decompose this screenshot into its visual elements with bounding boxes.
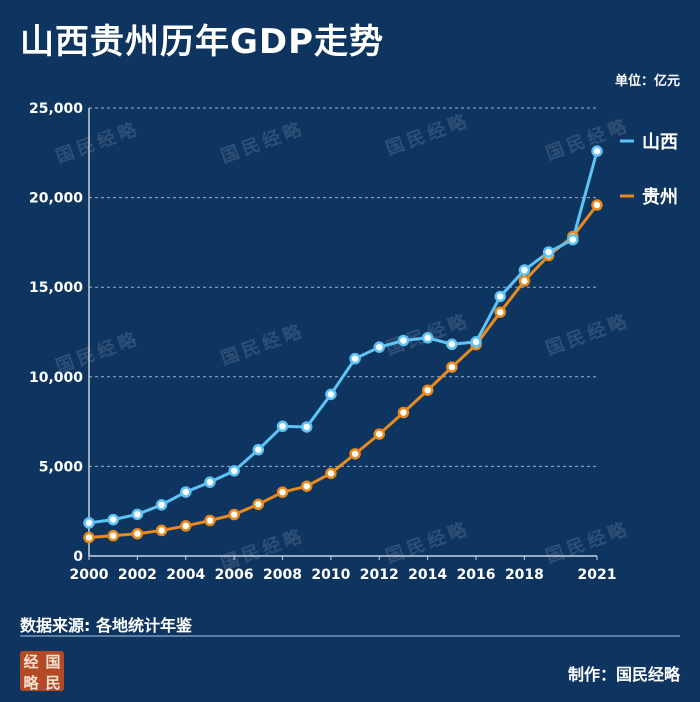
x-tick-label: 2010 (311, 567, 350, 583)
data-point (83, 517, 95, 529)
watermark: 国民经略 (218, 319, 308, 370)
footer-divider (20, 635, 680, 637)
data-point (155, 499, 168, 511)
data-point (300, 480, 313, 492)
logo-char: 国 (45, 653, 61, 671)
x-tick-label: 2014 (408, 567, 447, 583)
data-point (180, 520, 192, 532)
data-point (542, 246, 555, 258)
data-point (591, 199, 603, 211)
data-point (421, 384, 434, 396)
x-tick-label: 2000 (70, 567, 109, 583)
data-point (397, 334, 410, 347)
y-tick-label: 25,000 (29, 101, 83, 117)
logo-char: 民 (45, 674, 61, 692)
data-point (276, 486, 289, 498)
x-tick-label: 2012 (360, 567, 399, 583)
data-point (494, 306, 506, 318)
data-point (155, 524, 168, 537)
legend: 山西贵州 (620, 132, 678, 208)
x-tick-label: 2004 (166, 567, 205, 583)
data-point (180, 486, 192, 498)
data-point (446, 338, 458, 351)
data-point (494, 290, 506, 303)
data-point (228, 508, 240, 521)
data-point (252, 443, 265, 456)
data-point (131, 508, 144, 521)
axes (88, 108, 597, 557)
data-point (204, 514, 216, 527)
y-tick-labels: 0 5,000 10,000 15,000 20,000 25,000 (29, 101, 83, 565)
legend-label: 山西 (642, 132, 678, 153)
watermark: 国民经略 (543, 114, 633, 165)
data-point (252, 498, 265, 511)
y-tick-label: 15,000 (29, 280, 83, 296)
x-tick-label: 2002 (118, 567, 157, 583)
logo-char: 经 (23, 653, 39, 671)
logo-char: 略 (23, 674, 39, 692)
data-point (397, 406, 410, 419)
unit-label: 单位：亿元 (614, 74, 680, 89)
watermark: 国民经略 (53, 117, 143, 168)
data-point (131, 527, 144, 540)
data-point (518, 275, 531, 287)
data-point (107, 529, 119, 542)
data-point (567, 233, 579, 246)
data-point (228, 465, 240, 477)
x-tick-label: 2021 (578, 567, 617, 583)
legend-label: 贵州 (642, 187, 678, 208)
y-tick-label: 20,000 (29, 191, 83, 207)
watermark: 国民经略 (383, 109, 473, 160)
data-point (421, 332, 434, 344)
data-point (349, 352, 361, 365)
y-tick-label: 0 (73, 549, 83, 565)
watermark: 国民经略 (383, 517, 473, 568)
data-point (325, 388, 337, 401)
x-tick-label: 2018 (505, 567, 544, 583)
x-tick-label: 2006 (215, 567, 254, 583)
x-tick-label: 2008 (263, 567, 302, 583)
y-tick-label: 5,000 (39, 459, 84, 475)
data-point (591, 145, 603, 157)
data-point (300, 421, 313, 433)
series-layer (83, 145, 603, 544)
data-point (107, 513, 119, 526)
chart-title: 山西贵州历年GDP走势 (20, 22, 385, 62)
data-point (204, 476, 216, 488)
data-source: 数据来源: 各地统计年鉴 (20, 616, 192, 635)
data-point (349, 448, 361, 460)
data-point (83, 531, 95, 544)
brand-logo: 经 国 略 民 (20, 651, 64, 692)
watermark: 国民经略 (543, 309, 633, 360)
data-point (470, 336, 482, 348)
x-tick-labels: 2000 2002 2004 2006 2008 2010 2012 2014 2016 2018… (70, 556, 617, 583)
credit: 制作：国民经略 (567, 665, 680, 684)
data-point (373, 428, 386, 440)
data-point (276, 420, 289, 433)
data-point (373, 341, 386, 353)
y-tick-label: 10,000 (29, 370, 83, 386)
series-line (88, 150, 599, 525)
watermark: 国民经略 (218, 117, 308, 168)
series-line (88, 204, 599, 540)
data-point (518, 264, 531, 276)
data-point (325, 467, 337, 480)
x-tick-label: 2016 (457, 567, 496, 583)
watermark: 国民经略 (543, 517, 633, 568)
data-point (446, 361, 458, 373)
